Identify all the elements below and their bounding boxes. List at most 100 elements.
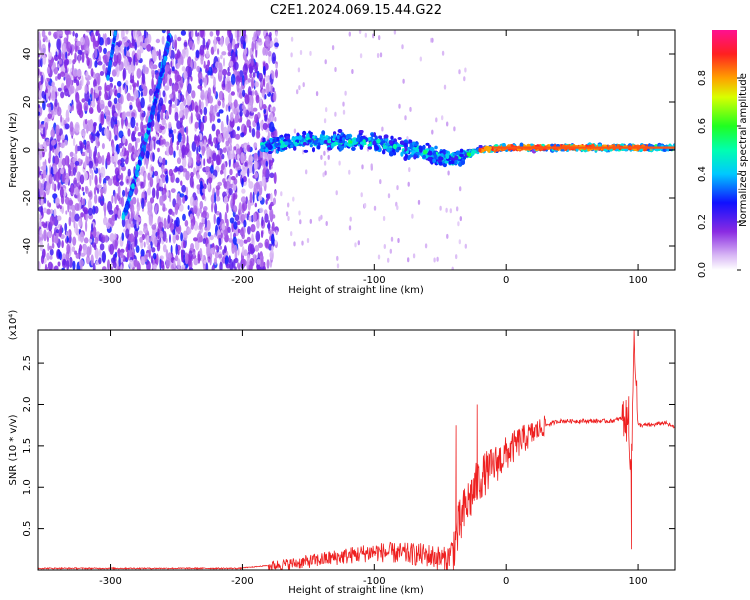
- noise-speckle: [254, 171, 258, 179]
- noise-speckle: [210, 46, 215, 55]
- noise-speckle: [200, 89, 205, 101]
- noise-speckle: [250, 76, 254, 89]
- faint-speckle: [383, 244, 386, 249]
- noise-speckle: [52, 62, 56, 69]
- noise-speckle: [92, 37, 97, 50]
- faint-speckle: [396, 185, 399, 191]
- noise-speckle: [176, 145, 179, 151]
- noise-speckle: [150, 166, 155, 172]
- noise-speckle: [74, 144, 78, 155]
- noise-speckle: [141, 73, 146, 85]
- noise-speckle: [225, 263, 231, 269]
- noise-speckle: [91, 169, 94, 181]
- noise-speckle: [73, 78, 77, 84]
- noise-speckle: [182, 133, 186, 144]
- noise-speckle: [207, 177, 213, 184]
- noise-speckle: [175, 177, 180, 184]
- noise-speckle: [122, 67, 127, 80]
- noise-speckle: [98, 90, 102, 96]
- noise-speckle: [147, 187, 151, 196]
- noise-speckle: [77, 182, 80, 187]
- noise-speckle: [75, 222, 78, 234]
- noise-speckle: [151, 187, 156, 199]
- faint-speckle: [270, 106, 273, 112]
- noise-speckle: [93, 152, 97, 165]
- noise-speckle: [86, 56, 90, 67]
- noise-speckle: [237, 247, 240, 256]
- faint-speckle: [445, 207, 448, 213]
- noise-speckle: [80, 264, 83, 270]
- noise-speckle: [114, 193, 117, 205]
- noise-speckle: [54, 235, 59, 244]
- noise-speckle: [141, 112, 145, 118]
- noise-speckle: [47, 113, 52, 119]
- noise-speckle: [256, 30, 261, 37]
- noise-speckle: [65, 117, 68, 125]
- noise-speckle: [55, 51, 58, 57]
- noise-speckle: [39, 228, 43, 238]
- noise-speckle: [191, 90, 196, 99]
- noise-speckle: [184, 220, 189, 227]
- noise-speckle: [76, 40, 81, 47]
- noise-speckle: [42, 126, 46, 138]
- noise-speckle: [50, 109, 54, 116]
- noise-speckle: [38, 39, 42, 51]
- faint-speckle: [456, 206, 459, 212]
- noise-speckle: [271, 70, 275, 80]
- noise-speckle: [70, 162, 74, 167]
- faint-speckle: [287, 202, 290, 208]
- noise-speckle: [269, 112, 274, 124]
- noise-speckle: [215, 154, 221, 166]
- noise-speckle: [118, 130, 124, 139]
- noise-speckle: [217, 181, 223, 187]
- noise-speckle: [171, 104, 176, 109]
- noise-speckle: [143, 225, 148, 234]
- noise-speckle: [120, 264, 123, 270]
- noise-speckle: [195, 105, 199, 114]
- noise-speckle: [169, 93, 174, 99]
- noise-speckle: [239, 76, 243, 83]
- noise-speckle: [56, 38, 61, 51]
- noise-speckle: [170, 60, 173, 68]
- noise-speckle: [248, 181, 254, 189]
- faint-speckle: [342, 101, 345, 107]
- noise-speckle: [213, 42, 217, 52]
- noise-speckle: [88, 238, 93, 243]
- noise-speckle: [131, 243, 135, 250]
- noise-speckle: [67, 104, 71, 111]
- noise-speckle: [230, 112, 234, 122]
- noise-speckle: [167, 214, 171, 224]
- faint-speckle: [378, 35, 381, 41]
- noise-speckle: [55, 171, 60, 183]
- noise-speckle: [170, 188, 176, 194]
- noise-speckle: [69, 121, 74, 133]
- noise-speckle: [121, 232, 125, 242]
- faint-speckle: [331, 45, 335, 51]
- noise-speckle: [78, 218, 82, 228]
- noise-speckle: [238, 202, 242, 214]
- noise-speckle: [246, 254, 251, 263]
- noise-speckle: [207, 231, 212, 237]
- noise-speckle: [59, 251, 62, 261]
- noise-speckle: [189, 213, 193, 220]
- noise-speckle: [50, 139, 56, 146]
- noise-speckle: [220, 120, 224, 133]
- noise-speckle: [90, 135, 94, 144]
- noise-speckle: [136, 217, 142, 223]
- noise-speckle: [164, 194, 167, 201]
- noise-speckle: [247, 167, 250, 178]
- noise-speckle: [150, 139, 153, 152]
- noise-speckle: [195, 49, 200, 59]
- noise-speckle: [223, 196, 228, 204]
- noise-speckle: [242, 63, 248, 76]
- noise-speckle: [63, 37, 68, 44]
- noise-speckle: [214, 251, 219, 259]
- noise-speckle: [247, 211, 250, 216]
- noise-speckle: [245, 34, 248, 44]
- noise-speckle: [81, 98, 86, 103]
- noise-speckle: [117, 247, 121, 258]
- noise-speckle: [165, 249, 169, 259]
- noise-speckle: [59, 58, 62, 65]
- noise-speckle: [264, 47, 269, 57]
- noise-speckle: [240, 196, 247, 203]
